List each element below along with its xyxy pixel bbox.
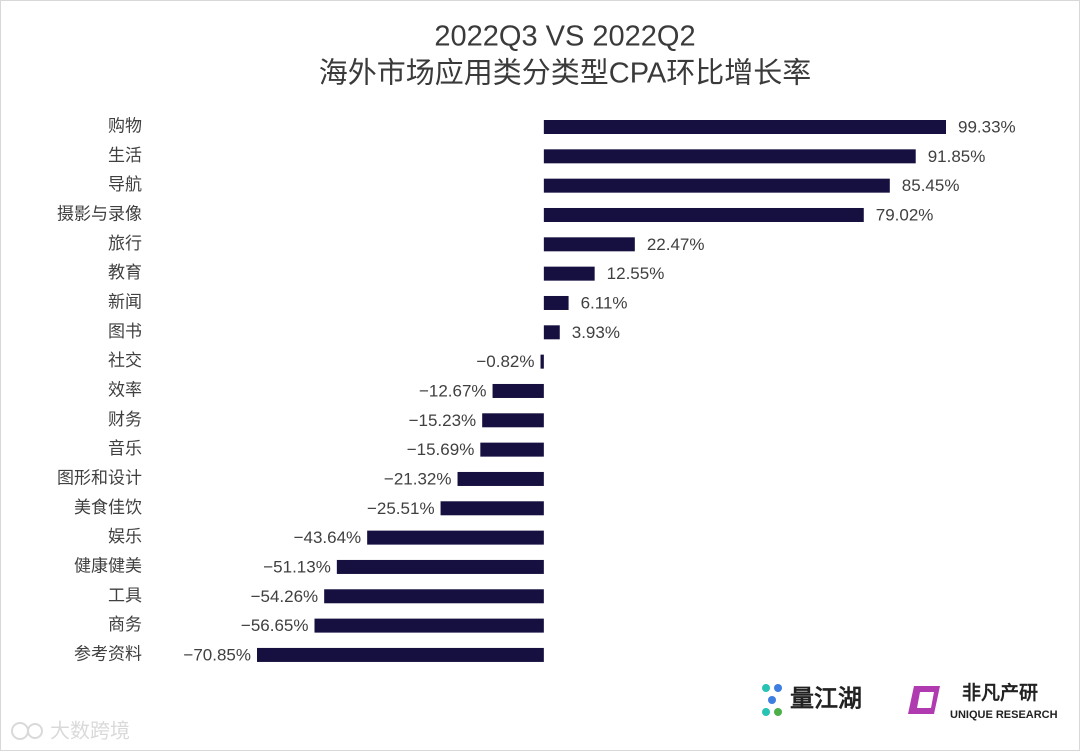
value-label: −54.26% <box>251 587 319 606</box>
bar <box>543 178 890 193</box>
category-label: 商务 <box>108 615 142 634</box>
bar <box>314 618 544 633</box>
bar <box>543 266 595 281</box>
category-label: 健康健美 <box>74 556 142 575</box>
category-label: 购物 <box>108 116 142 135</box>
category-label: 教育 <box>108 263 142 282</box>
brand-2: 非凡产研 UNIQUE RESEARCH <box>908 681 1058 721</box>
value-label: −70.85% <box>183 645 251 664</box>
value-label: −43.64% <box>294 528 362 547</box>
value-label: −56.65% <box>241 616 309 635</box>
bar <box>492 383 544 398</box>
bar <box>543 149 916 164</box>
category-label: 参考资料 <box>74 644 142 663</box>
bar <box>336 559 544 574</box>
bar <box>324 589 544 604</box>
value-label: 6.11% <box>581 293 628 312</box>
category-label: 图书 <box>108 322 142 341</box>
category-label: 效率 <box>108 380 142 399</box>
value-label: −15.69% <box>407 440 475 459</box>
bar <box>543 325 560 340</box>
value-label: 99.33% <box>958 117 1016 136</box>
category-label: 音乐 <box>108 439 142 458</box>
bar <box>457 471 544 486</box>
value-label: −21.32% <box>384 469 452 488</box>
category-label: 工具 <box>108 586 142 605</box>
value-label: −51.13% <box>263 557 331 576</box>
bar <box>543 207 864 222</box>
bar <box>543 120 946 134</box>
value-label: −25.51% <box>367 499 435 518</box>
bar <box>367 530 544 545</box>
value-label: 3.93% <box>572 323 620 342</box>
value-label: −12.67% <box>419 381 487 400</box>
value-label: −15.23% <box>409 411 477 430</box>
bar <box>257 647 544 662</box>
brand-1: 量江湖 <box>762 684 862 716</box>
category-label: 生活 <box>108 146 142 165</box>
value-label: 22.47% <box>647 235 705 254</box>
watermark: 大数跨境 <box>11 719 130 742</box>
category-label: 旅行 <box>108 234 142 253</box>
brand-2-sub: UNIQUE RESEARCH <box>950 709 1058 721</box>
bar <box>482 413 544 428</box>
value-label: −0.82% <box>476 352 534 371</box>
category-label: 美食佳饮 <box>74 498 142 517</box>
category-label: 娱乐 <box>108 527 142 546</box>
value-label: 12.55% <box>607 264 665 283</box>
category-label: 新闻 <box>108 292 142 311</box>
chart-title: 2022Q3 VS 2022Q2 <box>434 21 695 53</box>
chart-subtitle: 海外市场应用类分类型CPA环比增长率 <box>319 57 811 90</box>
category-label: 图形和设计 <box>57 468 142 487</box>
bar <box>480 442 544 457</box>
category-label: 财务 <box>108 410 142 429</box>
value-label: 79.02% <box>876 205 934 224</box>
brand-1-text: 量江湖 <box>790 685 862 712</box>
value-label: 85.45% <box>902 176 960 195</box>
bar <box>543 295 569 310</box>
bar <box>540 354 544 369</box>
bar <box>440 501 544 516</box>
category-label: 社交 <box>108 351 142 370</box>
bar <box>543 237 635 252</box>
category-label: 摄影与录像 <box>57 204 142 223</box>
category-label: 导航 <box>108 175 142 194</box>
value-label: 91.85% <box>928 147 986 166</box>
brand-2-text: 非凡产研 <box>962 681 1038 704</box>
watermark-text: 大数跨境 <box>50 719 130 742</box>
